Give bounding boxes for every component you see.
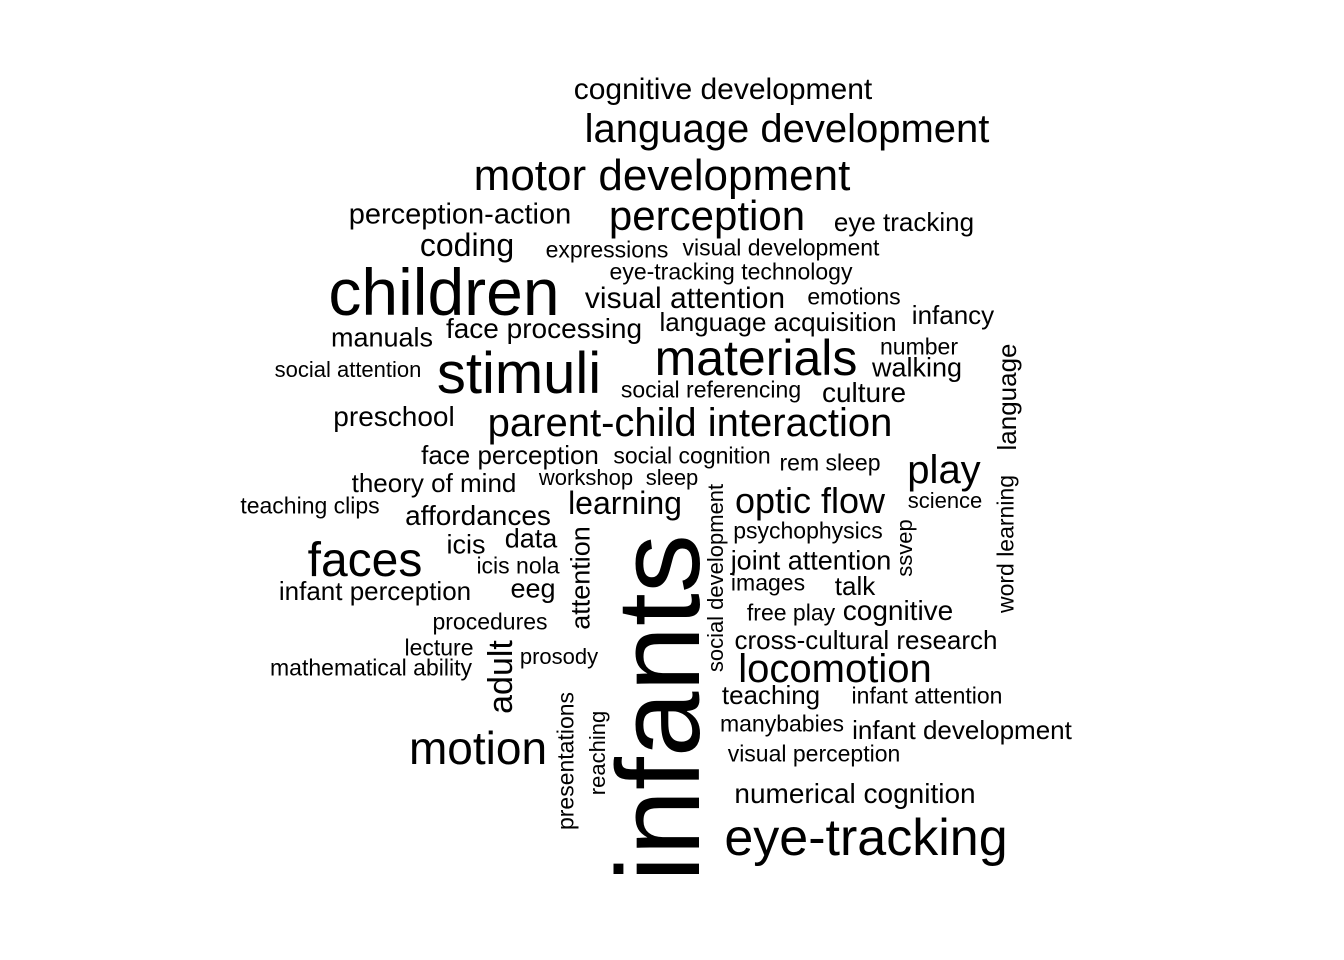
word: ssvep bbox=[892, 519, 917, 577]
word: icis nola bbox=[476, 552, 560, 579]
word: prosody bbox=[519, 644, 599, 669]
word: stimuli bbox=[436, 341, 602, 406]
word: perception bbox=[608, 192, 806, 239]
word: locomotion bbox=[738, 647, 932, 691]
word: cross-cultural research bbox=[734, 625, 998, 655]
word: expressions bbox=[545, 236, 669, 263]
word: data bbox=[504, 523, 558, 554]
word: materials bbox=[654, 330, 858, 386]
word: play bbox=[907, 448, 981, 492]
word: faces bbox=[307, 534, 423, 587]
word: eye tracking bbox=[833, 207, 975, 237]
word: perception-action bbox=[348, 198, 572, 231]
word: attention bbox=[565, 526, 596, 630]
word: motor development bbox=[473, 151, 851, 200]
word: face processing bbox=[445, 313, 643, 344]
word: optic flow bbox=[734, 480, 886, 521]
word: visual attention bbox=[584, 282, 786, 315]
word: procedures bbox=[432, 608, 548, 635]
word: rem sleep bbox=[779, 449, 881, 476]
word: walking bbox=[871, 352, 963, 383]
word: mathematical ability bbox=[270, 654, 472, 681]
word: presentations bbox=[552, 691, 579, 831]
word: numerical cognition bbox=[734, 778, 976, 809]
word: motion bbox=[408, 722, 548, 774]
word: images bbox=[730, 569, 806, 596]
word: workshop bbox=[538, 465, 634, 490]
word: cognitive development bbox=[573, 73, 873, 106]
word: free play bbox=[746, 599, 836, 626]
word: teaching bbox=[721, 680, 821, 710]
word: infant perception bbox=[278, 576, 472, 606]
word: teaching clips bbox=[240, 492, 380, 519]
word: infancy bbox=[911, 300, 995, 330]
word: eye-tracking bbox=[724, 809, 1008, 867]
word: affordances bbox=[405, 500, 551, 531]
word: language development bbox=[584, 107, 990, 151]
word: manybabies bbox=[719, 710, 845, 737]
word: cognitive bbox=[842, 595, 954, 626]
word: culture bbox=[821, 377, 907, 408]
word: learning bbox=[568, 485, 682, 521]
word: parent-child interaction bbox=[487, 401, 893, 445]
word: theory of mind bbox=[351, 468, 517, 498]
word: manuals bbox=[330, 322, 434, 353]
word: word learning bbox=[992, 474, 1019, 614]
word: science bbox=[907, 488, 983, 513]
word: children bbox=[328, 255, 560, 329]
word: social referencing bbox=[620, 376, 802, 403]
word: number bbox=[880, 333, 958, 360]
word: psychophysics bbox=[733, 517, 883, 544]
word: eeg bbox=[510, 573, 556, 604]
word: infant development bbox=[852, 715, 1072, 745]
word: infants bbox=[593, 534, 725, 882]
word: social attention bbox=[274, 357, 422, 382]
word: sleep bbox=[645, 465, 699, 490]
word: joint attention bbox=[730, 545, 892, 576]
word: eye-tracking technology bbox=[609, 258, 853, 285]
word: face perception bbox=[421, 440, 599, 470]
word: adult bbox=[482, 640, 520, 714]
word: coding bbox=[419, 227, 515, 263]
word: infant attention bbox=[851, 682, 1003, 709]
word: icis bbox=[446, 529, 486, 560]
word: talk bbox=[834, 571, 876, 601]
word: preschool bbox=[333, 401, 455, 432]
word: language acquisition bbox=[659, 307, 897, 337]
word: lecture bbox=[404, 634, 474, 661]
word: emotions bbox=[807, 283, 901, 310]
word: visual development bbox=[682, 234, 880, 261]
word: social cognition bbox=[613, 442, 771, 469]
word: visual perception bbox=[727, 740, 901, 767]
word: language bbox=[992, 343, 1022, 451]
